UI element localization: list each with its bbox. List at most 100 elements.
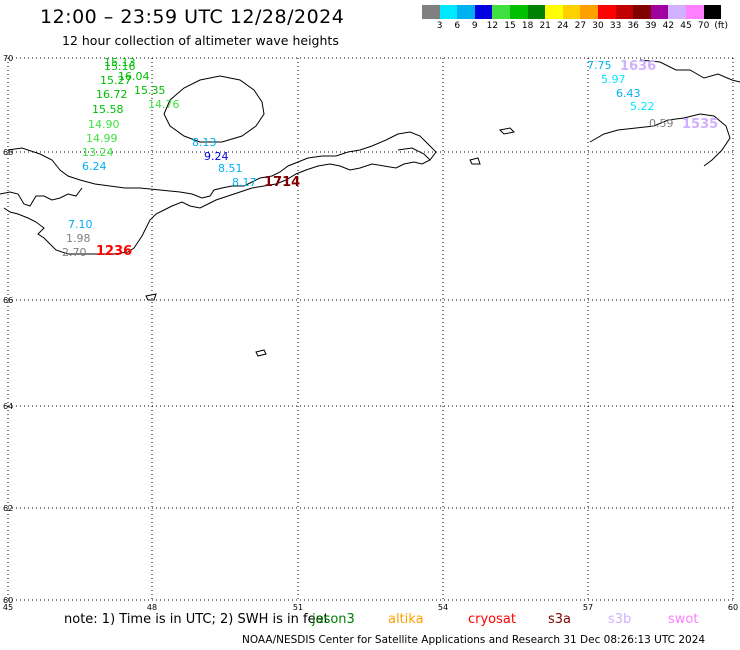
satellite-name-cryosat: cryosat bbox=[468, 612, 516, 627]
islet-1 bbox=[498, 127, 516, 135]
wave-height-value: 15.35 bbox=[134, 84, 166, 97]
longitude-label: 60 bbox=[728, 603, 738, 612]
legend-swatch bbox=[545, 5, 563, 19]
islet-4 bbox=[255, 349, 267, 357]
islet-2 bbox=[469, 157, 481, 165]
coastline-mainland bbox=[3, 131, 437, 255]
legend-swatch bbox=[474, 5, 493, 19]
latitude-label: 70 bbox=[3, 54, 13, 63]
legend-tick-label: 45 bbox=[680, 21, 692, 31]
wave-height-value: 6.24 bbox=[82, 160, 107, 173]
satellite-name-altika: altika bbox=[388, 612, 424, 627]
wave-height-value: 8.13 bbox=[192, 136, 217, 149]
longitude-label: 51 bbox=[293, 603, 303, 612]
coastline-island-kolguev bbox=[163, 75, 265, 143]
pass-time-label: 1535 bbox=[682, 117, 718, 132]
wave-height-value: 6.43 bbox=[616, 87, 641, 100]
legend-swatch bbox=[615, 5, 634, 19]
legend-swatch bbox=[422, 5, 440, 19]
wave-height-value: 15.16 bbox=[104, 60, 136, 73]
legend-tick-label: 70 bbox=[697, 21, 710, 31]
longitude-label: 57 bbox=[583, 603, 593, 612]
legend-tick-label: 15 bbox=[504, 21, 516, 31]
legend-tick-label: (ft) bbox=[714, 21, 728, 31]
credit-line: NOAA/NESDIS Center for Satellite Applica… bbox=[242, 634, 706, 646]
wave-height-value: 15.13 bbox=[104, 56, 136, 69]
legend-swatches bbox=[422, 5, 722, 19]
pass-time-label: 1236 bbox=[96, 244, 132, 259]
longitude-label: 48 bbox=[147, 603, 157, 612]
coastline bbox=[0, 59, 740, 357]
wave-height-value: 8.17 bbox=[232, 176, 257, 189]
coastline-peninsula-north bbox=[0, 187, 83, 207]
wave-height-color-legend: 3 6 9 12 15 18 21 24 27 30 33 36 39 42 45 70 (ft) bbox=[422, 5, 728, 33]
wave-height-value: 5.22 bbox=[630, 100, 655, 113]
legend-swatch bbox=[509, 5, 528, 19]
legend-swatch bbox=[668, 5, 686, 19]
legend-tick-label: 21 bbox=[539, 21, 551, 31]
wave-height-value: 15.58 bbox=[92, 103, 124, 116]
wave-height-value: 9.24 bbox=[204, 150, 229, 163]
latitude-label: 60 bbox=[3, 596, 13, 605]
wave-height-value: 7.75 bbox=[587, 59, 612, 72]
satellite-name-s3a: s3a bbox=[548, 612, 572, 627]
wave-height-value: 16.72 bbox=[96, 88, 128, 101]
legend-tick-label: 3 bbox=[436, 21, 443, 31]
legend-tick-label: 9 bbox=[471, 21, 478, 31]
longitude-label: 45 bbox=[3, 603, 13, 612]
latitude-label: 68 bbox=[3, 148, 13, 157]
wave-height-value: 16.04 bbox=[118, 70, 150, 83]
wave-height-value: 14.76 bbox=[148, 98, 180, 111]
latitude-label: 64 bbox=[3, 402, 13, 411]
legend-swatch bbox=[597, 5, 616, 19]
pass-time-label: 1714 bbox=[264, 175, 300, 190]
legend-tick-label: 18 bbox=[521, 21, 534, 31]
legend-tick-label: 36 bbox=[627, 21, 639, 31]
map-subtitle: 12 hour collection of altimeter wave hei… bbox=[62, 33, 339, 48]
coastline-lagoon bbox=[397, 147, 431, 161]
legend-tick-labels: 3 6 9 12 15 18 21 24 27 30 33 36 39 42 45 70 (ft) bbox=[422, 19, 728, 33]
wave-height-value: 0.59 bbox=[649, 117, 674, 130]
legend-swatch bbox=[633, 5, 651, 19]
legend-swatch bbox=[650, 5, 669, 19]
latitude-label: 62 bbox=[3, 504, 13, 513]
legend-tick-label: 24 bbox=[557, 21, 569, 31]
units-note: note: 1) Time is in UTC; 2) SWH is in fe… bbox=[64, 612, 329, 627]
legend-swatch bbox=[703, 5, 722, 19]
legend-swatch bbox=[492, 5, 510, 19]
legend-swatch bbox=[439, 5, 458, 19]
coastline-northeast bbox=[639, 59, 740, 83]
legend-tick-label: 33 bbox=[609, 21, 622, 31]
legend-tick-label: 42 bbox=[662, 21, 675, 31]
islet-3 bbox=[145, 293, 157, 301]
map-title: 12:00 – 23:59 UTC 12/28/2024 bbox=[40, 6, 345, 28]
wave-height-value: 14.90 bbox=[88, 118, 120, 131]
wave-height-value: 14.99 bbox=[86, 132, 118, 145]
wave-height-value: 8.51 bbox=[218, 162, 243, 175]
pass-time-label: 1636 bbox=[620, 59, 656, 74]
satellite-name-s3b: s3b bbox=[608, 612, 632, 627]
coastline-east bbox=[589, 113, 731, 167]
wave-height-value: 13.24 bbox=[82, 146, 114, 159]
legend-tick-label: 30 bbox=[592, 21, 604, 31]
wave-height-value: 15.27 bbox=[100, 74, 132, 87]
legend-tick-label: 39 bbox=[645, 21, 657, 31]
wave-height-value: 2.70 bbox=[62, 246, 87, 259]
satellite-name-swot: swot bbox=[668, 612, 699, 627]
wave-height-value: 1.98 bbox=[66, 232, 91, 245]
legend-tick-label: 12 bbox=[486, 21, 499, 31]
legend-tick-label: 6 bbox=[454, 21, 461, 31]
legend-swatch bbox=[562, 5, 581, 19]
latitude-label: 66 bbox=[3, 296, 13, 305]
lat-lon-grid bbox=[7, 57, 734, 601]
legend-swatch bbox=[685, 5, 704, 19]
wave-height-value: 7.10 bbox=[68, 218, 93, 231]
longitude-label: 54 bbox=[438, 603, 448, 612]
wave-height-value: 5.97 bbox=[601, 73, 626, 86]
legend-tick-label: 27 bbox=[574, 21, 587, 31]
legend-swatch bbox=[527, 5, 546, 19]
legend-swatch bbox=[580, 5, 598, 19]
